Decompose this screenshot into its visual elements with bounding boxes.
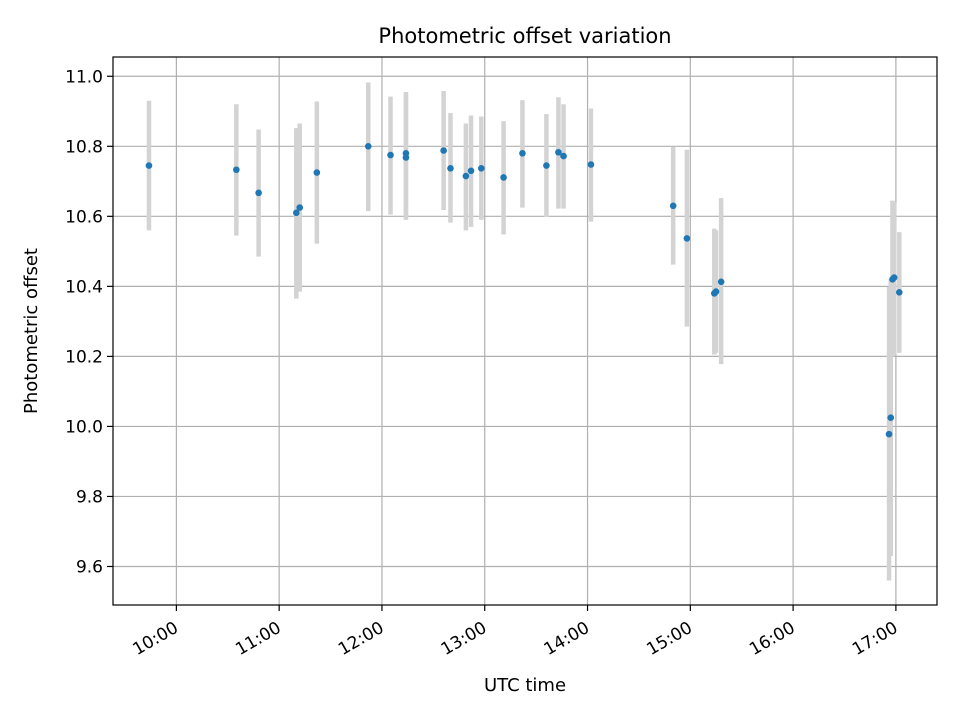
x-tick-label: 16:00 bbox=[746, 618, 798, 660]
grid-lines bbox=[113, 57, 937, 605]
plot-frame bbox=[112, 56, 938, 606]
data-points bbox=[145, 142, 903, 438]
data-point bbox=[560, 152, 567, 160]
data-point bbox=[447, 165, 454, 172]
y-tick-label: 10.2 bbox=[65, 347, 103, 367]
y-axis-label: Photometric offset bbox=[21, 248, 42, 414]
data-point bbox=[364, 142, 372, 150]
data-point bbox=[543, 162, 550, 169]
y-tick-label: 9.8 bbox=[76, 487, 103, 507]
data-point bbox=[717, 278, 725, 286]
data-point bbox=[293, 209, 300, 217]
data-point bbox=[683, 235, 691, 242]
data-point bbox=[440, 147, 447, 154]
data-point bbox=[313, 169, 321, 176]
data-point bbox=[712, 288, 720, 295]
y-axis-ticks: 9.6 9.8 10.0 10.2 10.4 10.6 10.8 11.0 bbox=[65, 67, 113, 577]
data-point bbox=[233, 166, 240, 174]
y-tick-label: 10.8 bbox=[65, 137, 103, 157]
data-point bbox=[887, 414, 895, 421]
data-point bbox=[555, 148, 562, 156]
data-point bbox=[402, 154, 410, 161]
x-axis-ticks: 10:00 11:00 12:00 13:00 14:00 15:00 16:00 17:00 bbox=[129, 605, 901, 660]
data-point bbox=[145, 162, 153, 169]
y-tick-label: 9.6 bbox=[76, 557, 103, 577]
x-tick-label: 14:00 bbox=[541, 618, 593, 660]
x-tick-label: 17:00 bbox=[849, 618, 901, 660]
data-point bbox=[467, 167, 475, 175]
data-point bbox=[478, 165, 485, 172]
data-point bbox=[500, 174, 507, 181]
y-tick-label: 10.4 bbox=[65, 277, 103, 297]
error-bars bbox=[146, 82, 902, 581]
chart-title: Photometric offset variation bbox=[378, 24, 671, 48]
data-point bbox=[885, 430, 893, 438]
data-point bbox=[387, 151, 394, 159]
x-tick-label: 11:00 bbox=[232, 618, 284, 660]
data-point bbox=[669, 202, 677, 210]
x-axis-label: UTC time bbox=[484, 675, 566, 696]
data-point bbox=[890, 274, 898, 281]
data-point bbox=[896, 289, 903, 296]
x-tick-label: 15:00 bbox=[643, 618, 695, 660]
data-point bbox=[255, 189, 262, 197]
data-point bbox=[462, 172, 470, 180]
data-point bbox=[519, 149, 526, 157]
y-tick-label: 10.0 bbox=[65, 417, 103, 437]
data-point bbox=[296, 204, 304, 211]
y-tick-label: 10.6 bbox=[65, 207, 103, 227]
x-tick-label: 12:00 bbox=[335, 618, 387, 660]
y-tick-label: 11.0 bbox=[65, 67, 103, 87]
data-point bbox=[587, 161, 595, 168]
x-tick-label: 13:00 bbox=[438, 618, 490, 660]
x-tick-label: 10:00 bbox=[129, 618, 181, 660]
